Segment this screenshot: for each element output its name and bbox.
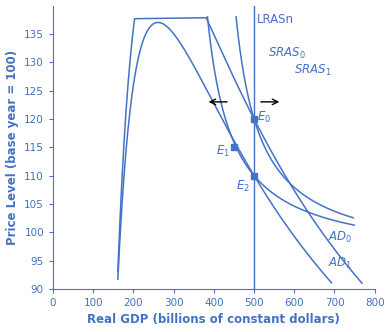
Y-axis label: Price Level (base year = 100): Price Level (base year = 100): [5, 50, 19, 245]
Text: $E_2$: $E_2$: [236, 179, 250, 195]
Text: $SRAS_0$: $SRAS_0$: [268, 46, 306, 61]
Text: $E_1$: $E_1$: [216, 144, 230, 159]
Text: $SRAS_1$: $SRAS_1$: [294, 63, 332, 78]
Text: $E_0$: $E_0$: [257, 110, 271, 125]
X-axis label: Real GDP (billions of constant dollars): Real GDP (billions of constant dollars): [87, 313, 340, 326]
Text: $AD_0$: $AD_0$: [328, 230, 353, 245]
Text: $AD_1$: $AD_1$: [328, 256, 353, 271]
Text: LRASn: LRASn: [257, 13, 294, 26]
